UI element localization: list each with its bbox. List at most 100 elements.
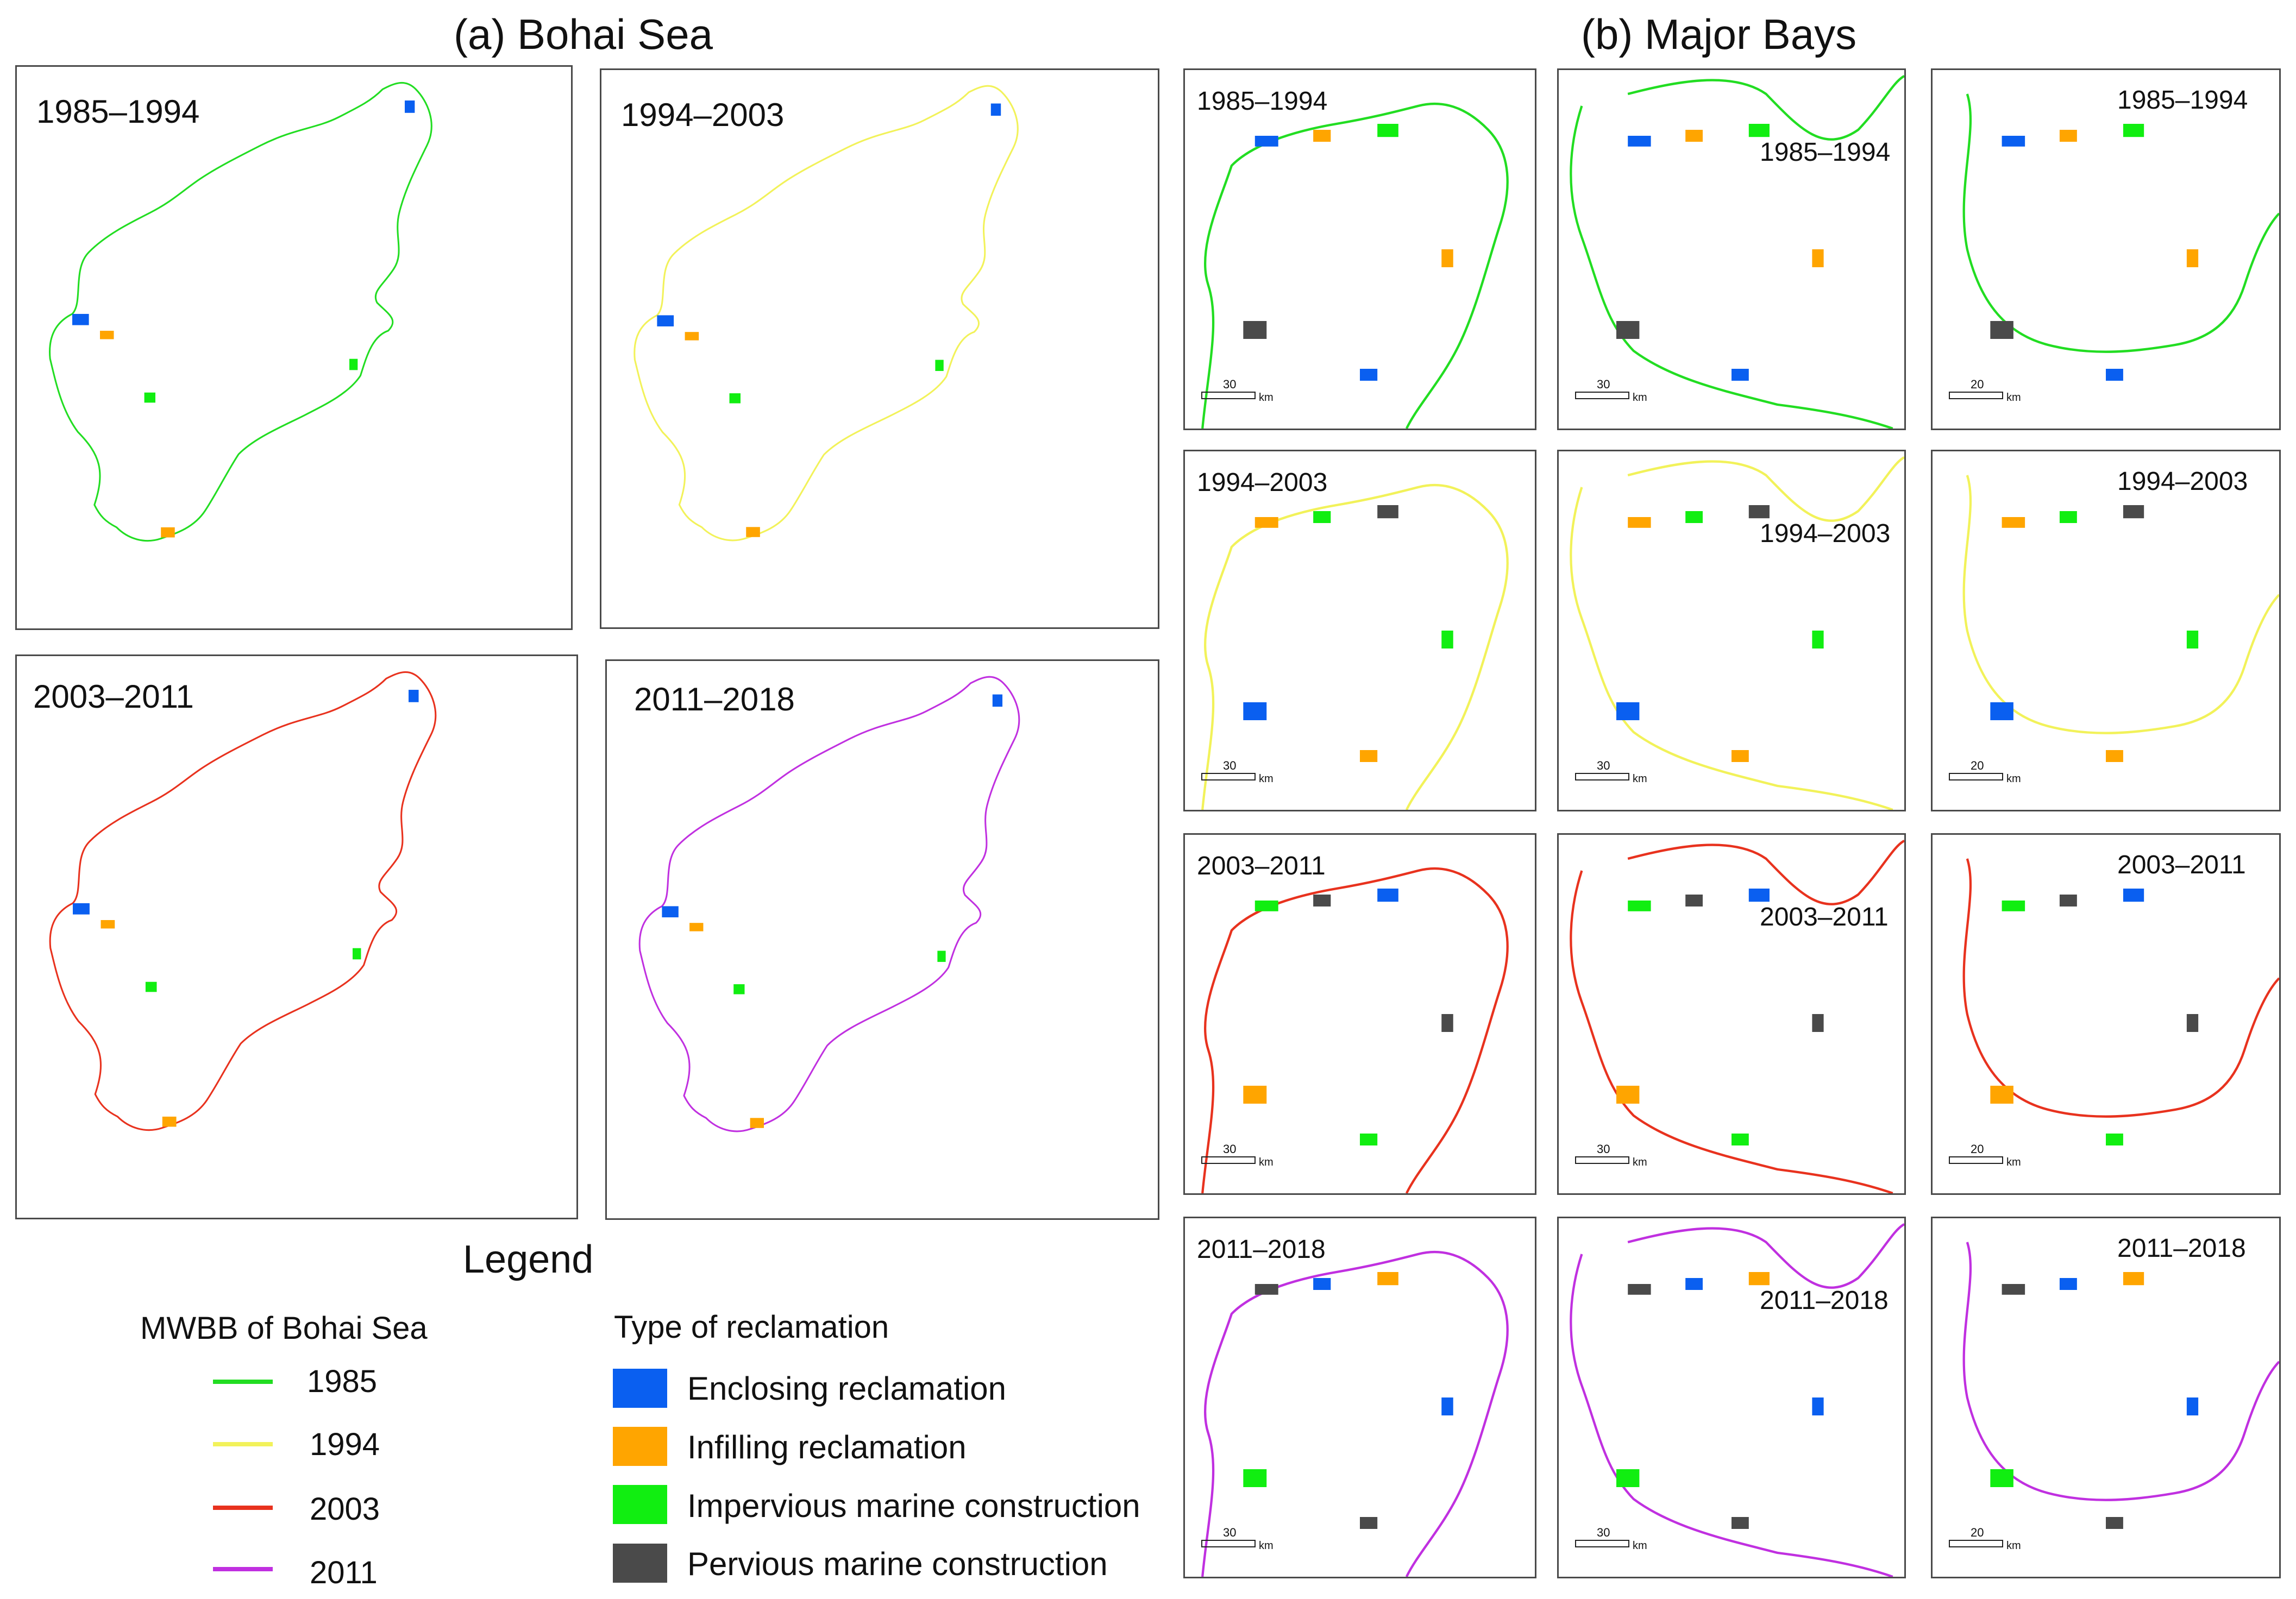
reclamation-patch [990, 103, 1001, 116]
panel-b-label: 1994–2003 [1197, 468, 1328, 497]
reclamation-patch [1732, 1134, 1749, 1145]
coastline-path [49, 671, 437, 1131]
reclamation-patch [1628, 1284, 1651, 1295]
reclamation-patch [1360, 369, 1378, 381]
reclamation-patch [1377, 889, 1398, 902]
bay-map-panel: 2011–2018 30 km [1557, 1217, 1906, 1578]
bohai-map-panel: 2011–2018 [605, 659, 1159, 1220]
reclamation-patch [1616, 702, 1640, 720]
reclamation-patch [2186, 1397, 2199, 1415]
panel-a-label: 1985–1994 [36, 93, 200, 130]
reclamation-patch [685, 332, 699, 341]
reclamation-patch [144, 392, 155, 403]
scale-bar-unit: km [1259, 1540, 1274, 1552]
reclamation-patch [1441, 631, 1453, 649]
panel-a-label: 2003–2011 [33, 678, 194, 715]
bay-map-panel: 2003–2011 30 km [1183, 833, 1536, 1195]
scale-bar-unit: km [2006, 773, 2021, 785]
reclamation-patch [1360, 750, 1378, 762]
scale-bar: 30 km [1575, 377, 1647, 410]
scale-bar-value: 20 [1971, 377, 1984, 391]
reclamation-patch [1243, 1086, 1267, 1104]
reclamation-patch [992, 694, 1003, 707]
scale-bar-rect [1201, 392, 1256, 399]
reclamation-patch [2106, 369, 2123, 381]
bay-map-panel: 1994–2003 20 km [1931, 450, 2281, 811]
scale-bar-rect [1575, 1540, 1629, 1547]
bay-map-panel: 1985–1994 30 km [1557, 68, 1906, 430]
reclamation-patch [729, 393, 741, 404]
coastline-path [1201, 1250, 1509, 1577]
reclamation-patch [1748, 505, 1770, 519]
legend-year-1994: 1994 [310, 1427, 380, 1462]
legend-label-infilling: Infilling reclamation [687, 1429, 967, 1465]
reclamation-patch [161, 527, 175, 538]
panel-b-label: 1985–1994 [1197, 87, 1328, 116]
reclamation-patch [935, 360, 944, 372]
reclamation-patch [1441, 1014, 1453, 1032]
reclamation-patch [1685, 895, 1703, 906]
reclamation-patch [1732, 369, 1749, 381]
reclamation-patch [1254, 901, 1278, 911]
bohai-map-panel: 1985–1994 [15, 65, 573, 630]
coastline-path [1962, 93, 2279, 353]
legend-label-impervious: Impervious marine construction [687, 1488, 1140, 1524]
bohai-map-panel: 1994–2003 [600, 68, 1159, 629]
scale-bar-rect [1201, 1156, 1256, 1164]
reclamation-patch [1254, 136, 1278, 147]
bohai-map [49, 671, 437, 1131]
reclamation-patch [937, 950, 946, 962]
bay-map [1570, 840, 1904, 1193]
reclamation-patch [101, 920, 115, 929]
panel-b-label: 2011–2018 [2117, 1234, 2246, 1263]
legend-line-2011 [213, 1567, 273, 1571]
scale-bar-value: 30 [1597, 759, 1610, 772]
legend-swatch-pervious [613, 1544, 667, 1583]
bohai-map-panel: 2003–2011 [15, 654, 578, 1219]
scale-bar-rect [1949, 1540, 2003, 1547]
scale-bar-unit: km [2006, 392, 2021, 404]
bay-map-panel: 2003–2011 30 km [1557, 833, 1906, 1195]
scale-bar-rect [1575, 773, 1629, 780]
scale-bar-rect [1575, 1156, 1629, 1164]
coastline-path [1570, 456, 1904, 810]
scale-bar: 30 km [1201, 1526, 1274, 1558]
reclamation-patch [746, 527, 760, 537]
reclamation-patch [2059, 511, 2077, 523]
reclamation-patch [1377, 1272, 1398, 1286]
reclamation-patch [1313, 1278, 1331, 1290]
bay-map [1962, 858, 2279, 1145]
reclamation-patch [2123, 124, 2144, 137]
coastline-path [1962, 858, 2279, 1118]
coastline-path [1201, 867, 1509, 1193]
panel-b-label: 2011–2018 [1197, 1235, 1326, 1264]
panel-a-label: 1994–2003 [621, 97, 785, 133]
legend-line-1994 [213, 1442, 273, 1446]
reclamation-patch [1990, 1086, 2013, 1104]
panel-b-label: 2011–2018 [1760, 1286, 1889, 1315]
scale-bar-unit: km [1259, 392, 1274, 404]
reclamation-patch [145, 981, 157, 992]
bohai-map [633, 85, 1019, 542]
scale-bar: 20 km [1949, 1142, 2021, 1175]
reclamation-patch [1685, 130, 1703, 142]
reclamation-patch [1441, 249, 1453, 267]
coastline-path [633, 85, 1019, 542]
legend-swatch-impervious [613, 1485, 667, 1524]
reclamation-type-legend-title: Type of reclamation [614, 1310, 889, 1345]
bay-map [1962, 93, 2279, 381]
reclamation-patch [2106, 1134, 2123, 1145]
panel-b-label: 1985–1994 [2117, 86, 2248, 115]
reclamation-patch [2002, 517, 2025, 528]
scale-bar-value: 20 [1971, 1142, 1984, 1156]
panel-b-label: 2003–2011 [2117, 851, 2246, 879]
scale-bar-unit: km [1259, 1156, 1274, 1168]
mwbb-legend-title: MWBB of Bohai Sea [140, 1311, 428, 1346]
reclamation-patch [405, 100, 415, 113]
bay-map-panel: 2011–2018 30 km [1183, 1217, 1536, 1578]
coastline-path [638, 676, 1020, 1132]
reclamation-patch [1685, 511, 1703, 523]
scale-bar-unit: km [1633, 392, 1647, 404]
reclamation-patch [2002, 1284, 2025, 1295]
panel-b-label: 2003–2011 [1197, 852, 1326, 880]
